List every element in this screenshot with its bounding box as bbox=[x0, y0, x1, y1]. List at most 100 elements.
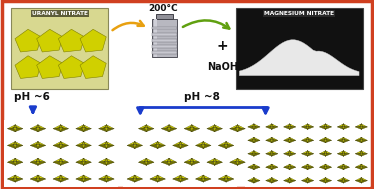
Polygon shape bbox=[266, 124, 272, 127]
Polygon shape bbox=[99, 145, 106, 149]
Polygon shape bbox=[105, 145, 108, 149]
Polygon shape bbox=[226, 178, 234, 182]
Polygon shape bbox=[38, 128, 46, 132]
Polygon shape bbox=[252, 126, 255, 129]
Polygon shape bbox=[179, 175, 182, 178]
Polygon shape bbox=[283, 167, 290, 170]
Polygon shape bbox=[325, 164, 332, 167]
Polygon shape bbox=[144, 161, 148, 165]
Polygon shape bbox=[53, 145, 61, 149]
Polygon shape bbox=[224, 145, 228, 149]
Polygon shape bbox=[306, 126, 309, 129]
Polygon shape bbox=[7, 178, 15, 182]
Polygon shape bbox=[15, 178, 23, 182]
Polygon shape bbox=[360, 140, 363, 143]
Polygon shape bbox=[337, 140, 343, 143]
Polygon shape bbox=[283, 137, 290, 140]
Polygon shape bbox=[361, 137, 367, 140]
Polygon shape bbox=[270, 140, 273, 143]
Polygon shape bbox=[360, 164, 363, 167]
Polygon shape bbox=[38, 161, 46, 165]
Polygon shape bbox=[180, 175, 188, 179]
Polygon shape bbox=[307, 153, 314, 156]
Polygon shape bbox=[272, 124, 278, 127]
Polygon shape bbox=[13, 142, 17, 145]
Polygon shape bbox=[161, 128, 169, 132]
Polygon shape bbox=[207, 158, 215, 162]
Polygon shape bbox=[254, 153, 260, 156]
Polygon shape bbox=[248, 124, 254, 127]
Polygon shape bbox=[325, 180, 332, 183]
Polygon shape bbox=[361, 164, 367, 167]
Polygon shape bbox=[283, 153, 290, 156]
Polygon shape bbox=[355, 164, 361, 167]
Polygon shape bbox=[83, 142, 91, 146]
Polygon shape bbox=[99, 125, 106, 129]
Polygon shape bbox=[248, 164, 254, 167]
Polygon shape bbox=[342, 178, 345, 180]
Bar bbox=[4, 120, 118, 187]
Polygon shape bbox=[254, 167, 260, 170]
Polygon shape bbox=[203, 142, 211, 146]
Polygon shape bbox=[82, 161, 85, 165]
Polygon shape bbox=[307, 151, 314, 154]
Polygon shape bbox=[270, 126, 273, 129]
Polygon shape bbox=[184, 161, 192, 165]
Polygon shape bbox=[105, 128, 108, 132]
Polygon shape bbox=[105, 142, 108, 145]
Polygon shape bbox=[59, 161, 62, 165]
Polygon shape bbox=[213, 158, 217, 161]
Polygon shape bbox=[76, 142, 83, 146]
Polygon shape bbox=[83, 178, 91, 182]
Text: MAGNESIUM NITRATE: MAGNESIUM NITRATE bbox=[264, 11, 334, 16]
Polygon shape bbox=[7, 175, 15, 179]
Polygon shape bbox=[266, 151, 272, 154]
Polygon shape bbox=[337, 164, 343, 167]
Bar bbox=[154, 19, 157, 57]
Polygon shape bbox=[343, 151, 349, 154]
Bar bbox=[153, 27, 177, 29]
Polygon shape bbox=[290, 153, 296, 156]
Polygon shape bbox=[226, 145, 234, 149]
Polygon shape bbox=[59, 178, 62, 182]
Polygon shape bbox=[76, 178, 83, 182]
Polygon shape bbox=[133, 178, 137, 182]
Polygon shape bbox=[53, 175, 61, 179]
Polygon shape bbox=[252, 137, 255, 140]
Polygon shape bbox=[343, 164, 349, 167]
Polygon shape bbox=[179, 178, 182, 182]
Polygon shape bbox=[266, 153, 272, 156]
Polygon shape bbox=[105, 175, 108, 178]
Polygon shape bbox=[301, 137, 307, 140]
Polygon shape bbox=[76, 125, 83, 129]
Polygon shape bbox=[36, 128, 40, 132]
Polygon shape bbox=[127, 178, 135, 182]
Bar bbox=[236, 8, 363, 89]
Polygon shape bbox=[283, 178, 290, 181]
Polygon shape bbox=[146, 158, 154, 162]
Polygon shape bbox=[360, 124, 363, 126]
Polygon shape bbox=[252, 164, 255, 167]
Polygon shape bbox=[272, 180, 278, 183]
Polygon shape bbox=[135, 142, 142, 146]
Polygon shape bbox=[248, 126, 254, 129]
Polygon shape bbox=[272, 140, 278, 143]
Bar bbox=[245, 120, 370, 187]
Polygon shape bbox=[307, 137, 314, 140]
Polygon shape bbox=[150, 178, 157, 182]
Polygon shape bbox=[355, 126, 361, 129]
Polygon shape bbox=[306, 151, 309, 153]
Polygon shape bbox=[53, 142, 61, 146]
Polygon shape bbox=[254, 164, 260, 167]
Polygon shape bbox=[13, 161, 17, 165]
Polygon shape bbox=[355, 180, 361, 183]
Polygon shape bbox=[36, 175, 40, 178]
Polygon shape bbox=[324, 178, 327, 180]
Polygon shape bbox=[106, 125, 114, 129]
Bar bbox=[156, 14, 173, 19]
Polygon shape bbox=[342, 151, 345, 153]
Polygon shape bbox=[237, 125, 245, 129]
Polygon shape bbox=[138, 161, 146, 165]
Polygon shape bbox=[337, 153, 343, 156]
Text: pH ~6: pH ~6 bbox=[14, 92, 50, 102]
